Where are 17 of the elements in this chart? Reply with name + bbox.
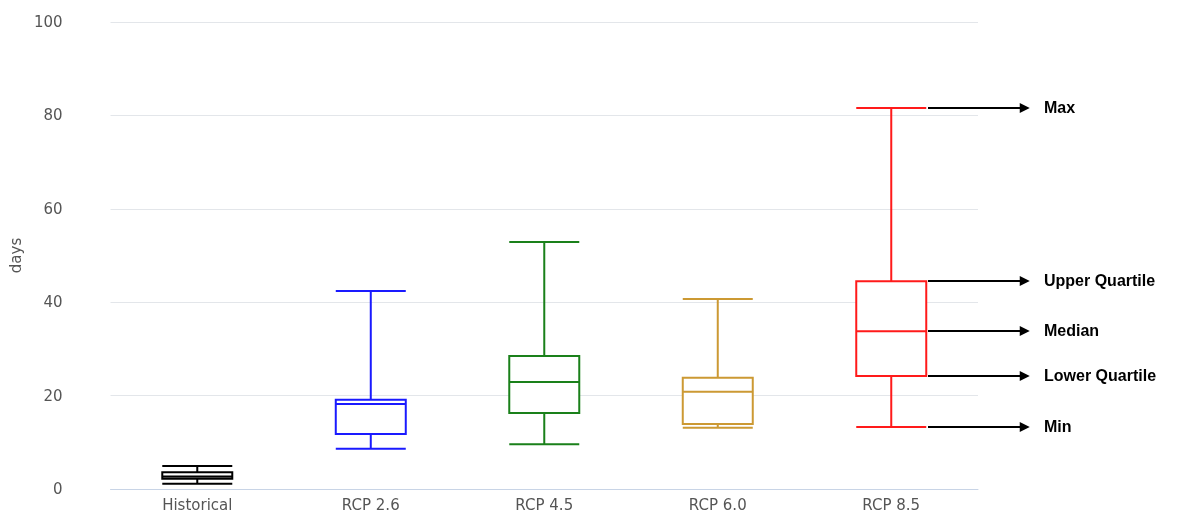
x-tick-label: RCP 8.5 — [862, 495, 921, 514]
text: Lower Quartile — [1044, 366, 1157, 385]
y-tick-label: 20 — [43, 386, 63, 405]
y-axis-title: days — [6, 237, 25, 274]
y-tick-label: 100 — [33, 13, 63, 31]
y-tick-label: 60 — [43, 199, 63, 218]
y-tick-label: 80 — [43, 106, 63, 125]
text: Median — [1044, 322, 1100, 341]
text: Max — [1044, 98, 1076, 117]
y-tick-label: 40 — [43, 293, 63, 312]
text: Min — [1044, 417, 1072, 436]
x-tick-label: Historical — [162, 495, 233, 514]
x-tick-label: RCP 2.6 — [341, 495, 400, 514]
y-tick-label: 0 — [52, 480, 63, 498]
x-tick-label: RCP 4.5 — [515, 495, 574, 514]
text: Upper Quartile — [1044, 272, 1156, 291]
x-tick-label: RCP 6.0 — [688, 495, 747, 514]
